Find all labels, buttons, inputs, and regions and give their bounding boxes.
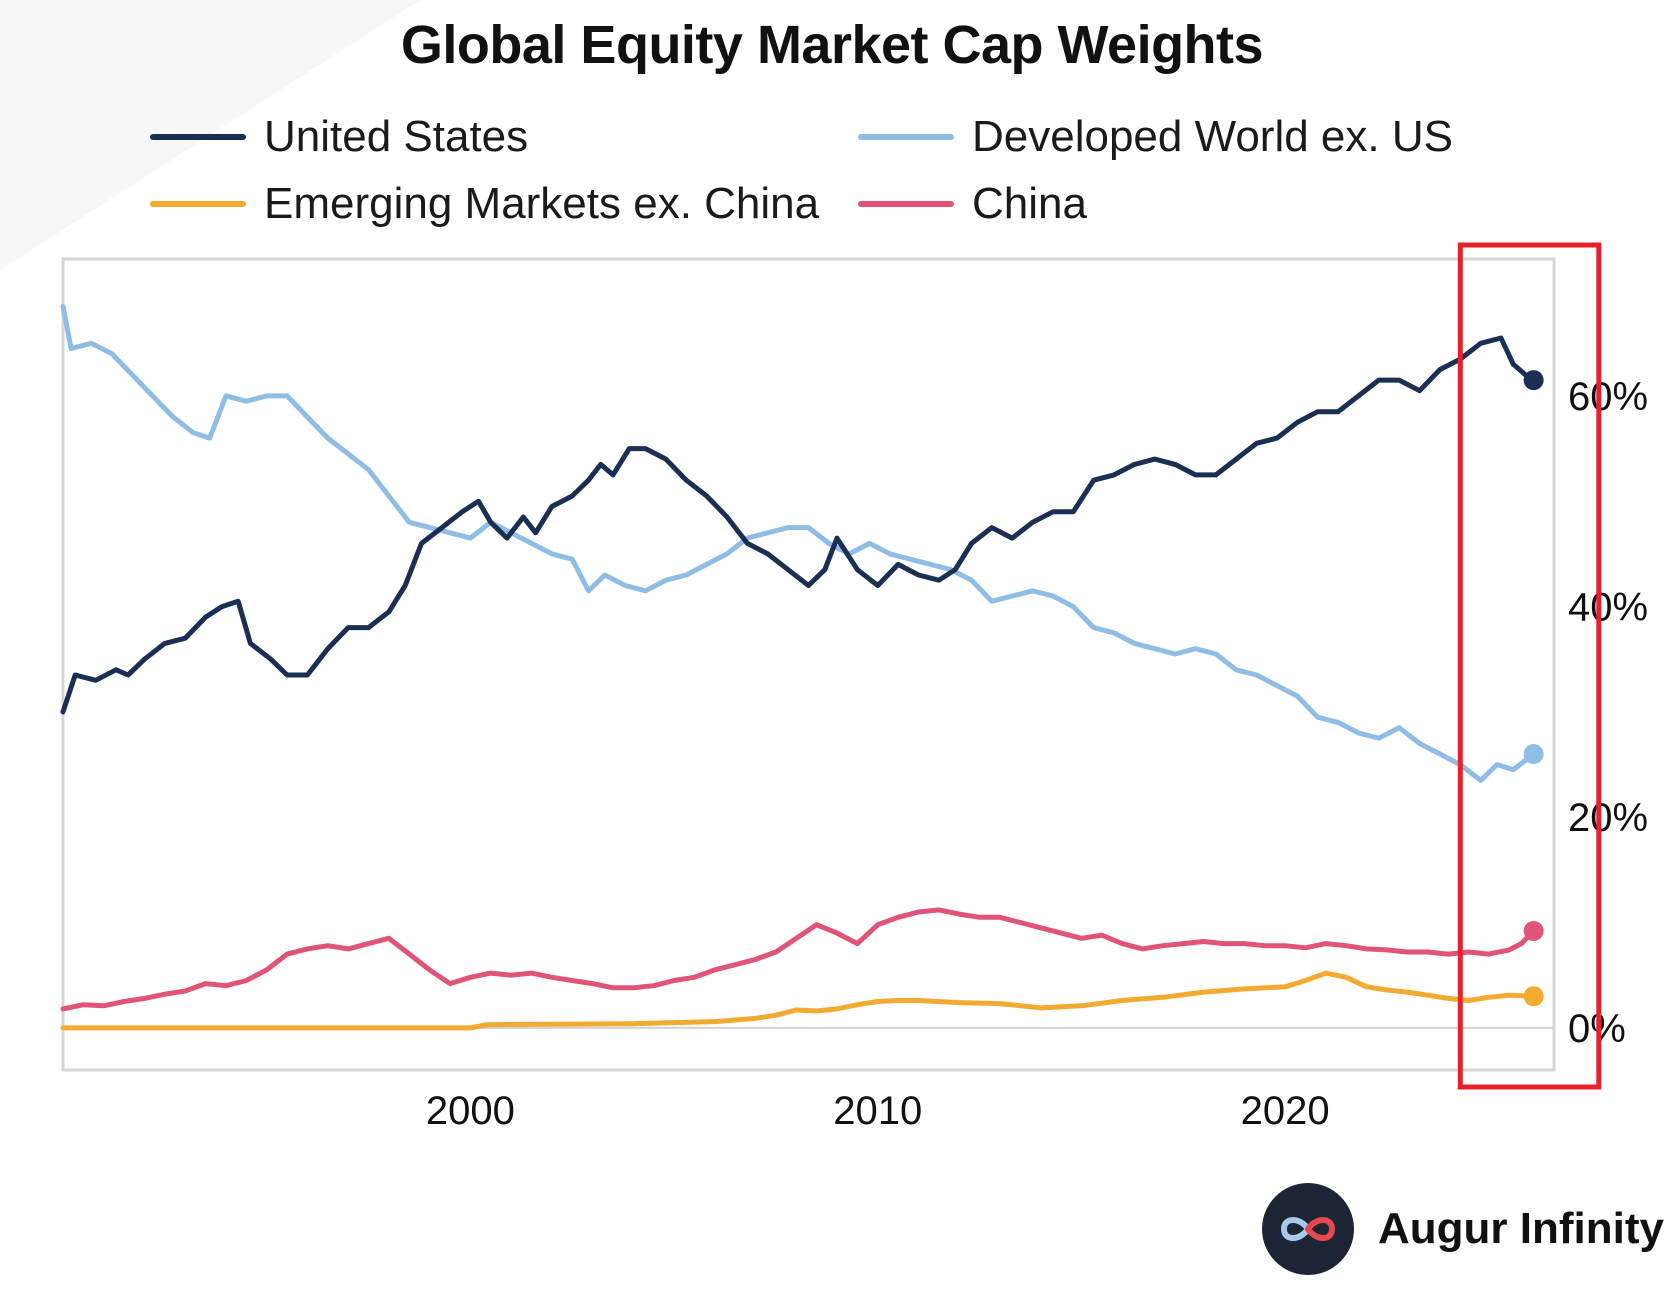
legend-item-emerging-markets: Emerging Markets ex. China <box>150 174 819 234</box>
brand: Augur Infinity <box>1262 1183 1664 1275</box>
y-tick-label-20: 20% <box>1568 796 1648 840</box>
y-tick-label-60: 60% <box>1568 375 1648 419</box>
legend-label-united-states: United States <box>264 112 529 161</box>
legend-swatch-china <box>858 201 954 207</box>
series-line-china <box>60 907 1537 1012</box>
infinity-logo-icon <box>1262 1183 1354 1275</box>
series-line-emerging-markets-ex-china <box>60 970 1537 1031</box>
series-endpoint-united-states <box>1523 370 1544 391</box>
legend-label-developed-world: Developed World ex. US <box>972 112 1453 161</box>
x-tick-label-2000: 2000 <box>426 1089 515 1133</box>
highlight-box <box>1457 242 1602 1090</box>
legend-item-united-states: United States <box>150 107 528 167</box>
series-endpoint-china <box>1523 920 1544 941</box>
y-tick-label-40: 40% <box>1568 586 1648 630</box>
brand-name: Augur Infinity <box>1378 1204 1664 1253</box>
series-line-developed-world-ex-us <box>60 303 1537 783</box>
plot-frame <box>61 257 1556 1072</box>
series-endpoint-developed-world-ex-us <box>1523 744 1544 765</box>
legend-item-developed-world: Developed World ex. US <box>858 107 1453 167</box>
legend-label-china: China <box>972 179 1087 228</box>
legend-swatch-developed-world <box>858 134 954 140</box>
legend-swatch-emerging-markets <box>150 201 246 207</box>
legend-label-emerging-markets: Emerging Markets ex. China <box>264 179 820 228</box>
chart-title: Global Equity Market Cap Weights <box>400 15 1264 75</box>
legend-swatch-united-states <box>150 134 246 140</box>
series-endpoint-emerging-markets-ex-china <box>1523 986 1544 1007</box>
x-tick-label-2020: 2020 <box>1241 1089 1330 1133</box>
legend-item-china: China <box>858 174 1087 234</box>
x-tick-label-2010: 2010 <box>833 1089 922 1133</box>
series-line-united-states <box>60 335 1537 715</box>
